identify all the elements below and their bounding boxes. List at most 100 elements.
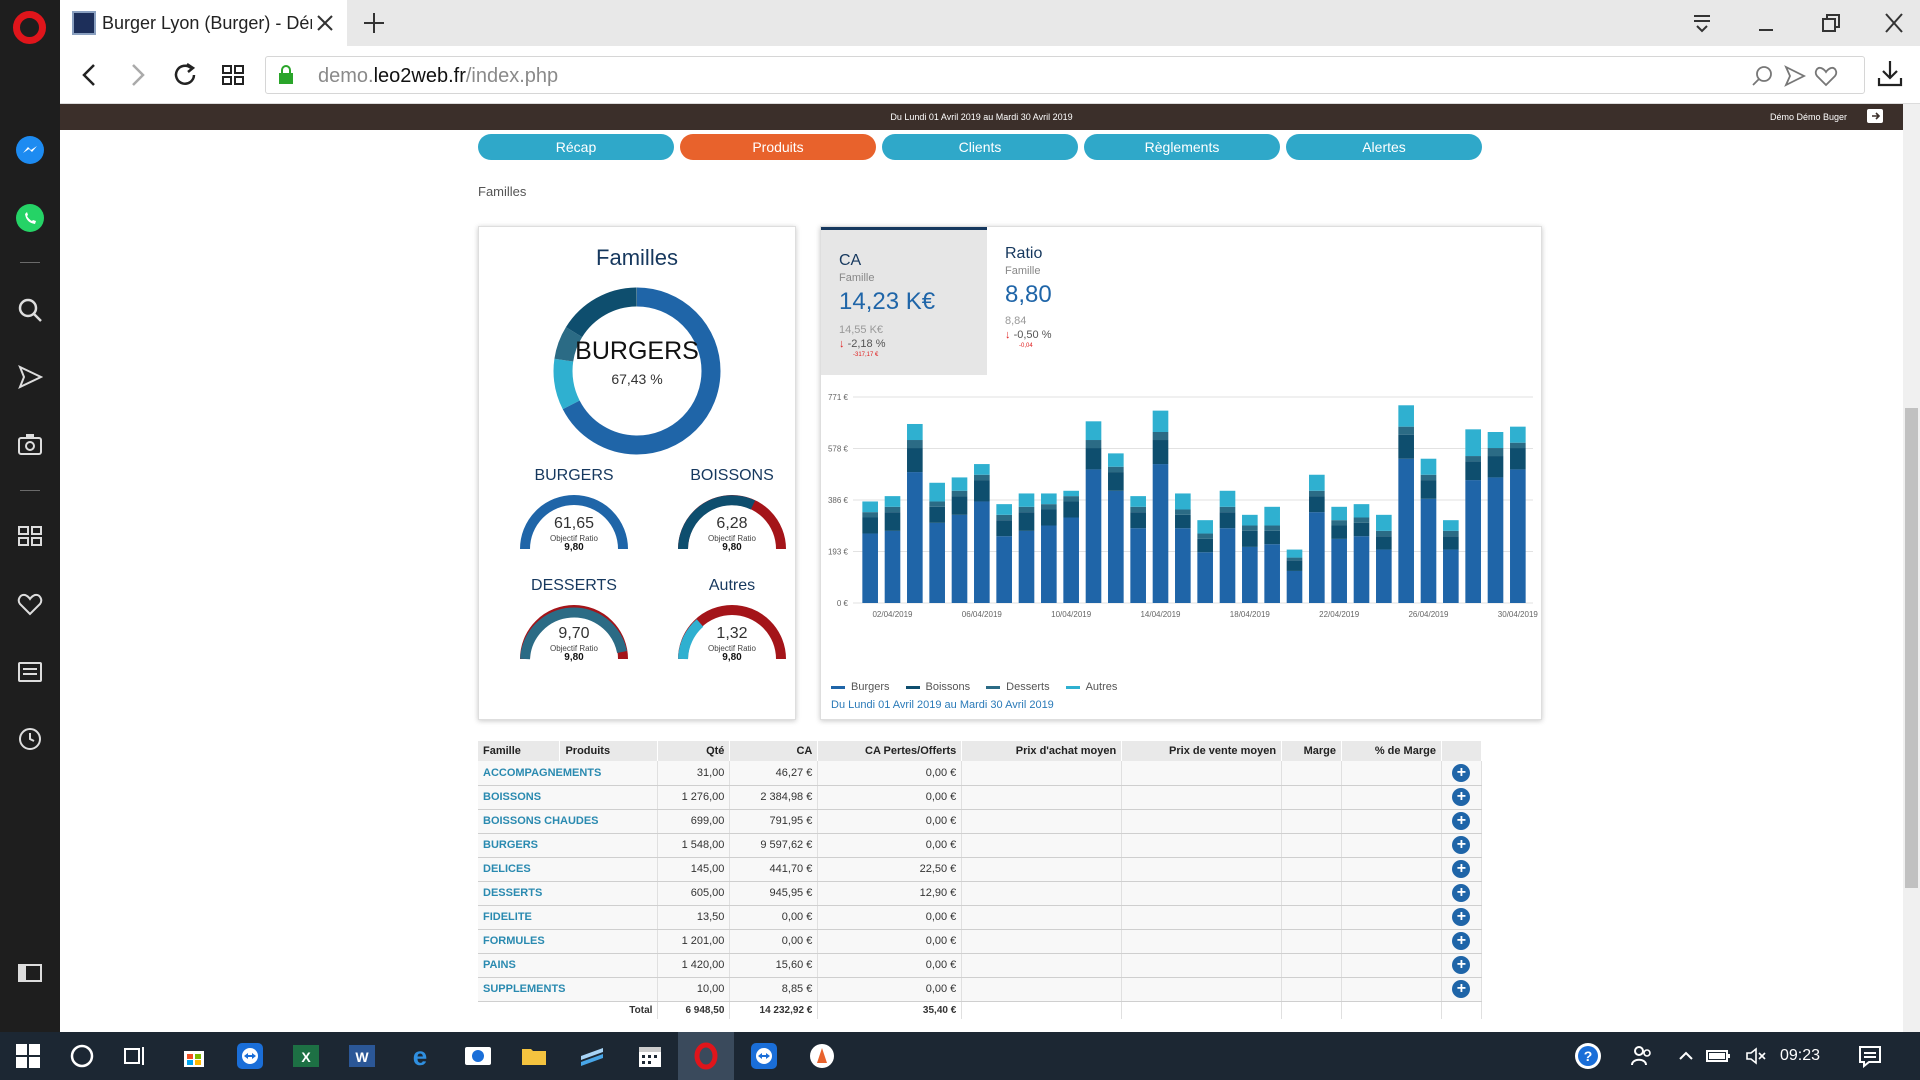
expand-plus-icon[interactable]: + (1452, 860, 1471, 878)
col-prix-achat[interactable]: Prix d'achat moyen (961, 741, 1123, 761)
bar-segment-autres[interactable] (1309, 474, 1325, 491)
bar-segment-autres[interactable] (996, 504, 1012, 515)
bar-segment-burgers[interactable] (884, 530, 901, 603)
bar-segment-burgers[interactable] (974, 501, 990, 603)
bar-segment-burgers[interactable] (1487, 477, 1504, 603)
bar-segment-boissons[interactable] (1286, 560, 1303, 571)
bar-segment-burgers[interactable] (907, 472, 923, 603)
bar-segment-autres[interactable] (974, 464, 990, 475)
table-row[interactable]: SUPPLEMENTS 10,00 8,85 €0,00 € + (478, 977, 1483, 1002)
bar-segment-boissons[interactable] (1242, 530, 1258, 547)
expand-plus-icon[interactable]: + (1452, 908, 1471, 926)
bar-segment-boissons[interactable] (1331, 525, 1347, 539)
network-app-icon[interactable] (576, 1040, 608, 1072)
table-row[interactable]: DESSERTS 605,00 945,95 €12,90 € + (478, 881, 1483, 906)
send-icon[interactable] (14, 361, 46, 393)
bar-segment-autres[interactable] (1242, 514, 1258, 526)
bar-segment-autres[interactable] (1398, 405, 1414, 427)
bar-segment-desserts[interactable] (1398, 426, 1414, 435)
kpi-ca-tab[interactable]: CA Famille 14,23 K€ 14,55 K€ ↓ -2,18 % -… (821, 227, 987, 375)
bar-segment-desserts[interactable] (1376, 530, 1392, 537)
download-icon[interactable] (1875, 58, 1905, 92)
famille-cell[interactable]: BOISSONS (478, 785, 659, 810)
task-view-icon[interactable] (120, 1040, 152, 1072)
bar-segment-burgers[interactable] (1465, 480, 1481, 603)
bar-segment-autres[interactable] (1376, 514, 1392, 531)
bar-segment-burgers[interactable] (1443, 549, 1459, 603)
col-qte[interactable]: Qté (657, 741, 731, 761)
bar-segment-autres[interactable] (929, 482, 945, 502)
table-row[interactable]: BOISSONS CHAUDES 699,00 791,95 €0,00 € + (478, 809, 1483, 834)
expand-plus-icon[interactable]: + (1452, 956, 1471, 974)
familles-donut[interactable]: BURGERS 67,43 % (553, 287, 721, 455)
bar-segment-burgers[interactable] (1398, 458, 1414, 603)
bar-segment-autres[interactable] (1443, 520, 1459, 531)
bar-segment-boissons[interactable] (1443, 536, 1459, 550)
kpi-ratio-tab[interactable]: Ratio Famille 8,80 8,84 ↓ -0,50 % -0,04 (987, 227, 1153, 375)
opera-taskbar-icon[interactable] (690, 1040, 722, 1072)
camera-icon[interactable] (14, 428, 46, 460)
outlook-icon[interactable] (462, 1040, 494, 1072)
gauge-autres[interactable]: Autres 1,32 Objectif Ratio 9,80 (667, 577, 797, 677)
bar-segment-burgers[interactable] (1175, 528, 1191, 603)
bar-segment-burgers[interactable] (1510, 469, 1526, 603)
bar-segment-desserts[interactable] (1510, 442, 1526, 449)
gauge-boissons[interactable]: BOISSONS 6,28 Objectif Ratio 9,80 (667, 467, 797, 567)
bar-segment-autres[interactable] (1108, 453, 1124, 467)
bar-segment-autres[interactable] (907, 423, 923, 441)
bar-segment-burgers[interactable] (1353, 536, 1370, 603)
bar-segment-autres[interactable] (1510, 426, 1526, 443)
speed-dial-icon[interactable] (14, 520, 46, 552)
new-tab-icon[interactable] (360, 9, 388, 37)
expand-plus-icon[interactable]: + (1452, 812, 1471, 830)
news-icon[interactable] (14, 656, 46, 688)
bar-segment-boissons[interactable] (907, 448, 923, 473)
tabs-grid-icon[interactable] (218, 60, 248, 90)
bar-segment-desserts[interactable] (1041, 504, 1057, 510)
bar-segment-autres[interactable] (1175, 493, 1191, 510)
bar-segment-boissons[interactable] (951, 496, 968, 515)
forward-icon[interactable] (122, 60, 152, 90)
expand-plus-icon[interactable]: + (1452, 884, 1471, 902)
expand-plus-icon[interactable]: + (1452, 980, 1471, 998)
bar-segment-desserts[interactable] (1443, 530, 1459, 537)
bar-segment-autres[interactable] (1085, 421, 1102, 441)
bar-segment-boissons[interactable] (1197, 538, 1213, 553)
col-pct-marge[interactable]: % de Marge (1341, 741, 1442, 761)
scrollbar-thumb[interactable] (1905, 408, 1918, 888)
bar-segment-desserts[interactable] (1152, 432, 1169, 441)
bar-segment-autres[interactable] (1465, 429, 1481, 457)
word-icon[interactable]: W (346, 1040, 378, 1072)
bar-segment-burgers[interactable] (1108, 490, 1124, 603)
sidebar-toggle-icon[interactable] (14, 957, 46, 989)
bar-segment-autres[interactable] (1197, 520, 1213, 534)
close-window-icon[interactable] (1880, 10, 1908, 36)
bar-segment-desserts[interactable] (951, 490, 968, 497)
page-scrollbar[interactable] (1903, 104, 1920, 1032)
col-ca-pertes[interactable]: CA Pertes/Offerts (817, 741, 963, 761)
bar-segment-desserts[interactable] (1197, 533, 1213, 539)
bar-segment-desserts[interactable] (1286, 557, 1303, 561)
reload-icon[interactable] (170, 60, 200, 90)
menu-recap[interactable]: Récap (478, 134, 674, 160)
bar-segment-desserts[interactable] (1063, 496, 1079, 502)
bar-segment-autres[interactable] (951, 477, 968, 491)
user-name[interactable]: Démo Démo Buger (1769, 112, 1847, 122)
excel-icon[interactable]: X (290, 1040, 322, 1072)
bar-segment-desserts[interactable] (1242, 525, 1258, 531)
bar-segment-burgers[interactable] (1063, 517, 1079, 603)
menu-produits[interactable]: Produits (680, 134, 876, 160)
bar-segment-desserts[interactable] (907, 440, 923, 449)
table-row[interactable]: ACCOMPAGNEMENTS 31,00 46,27 €0,00 € + (478, 761, 1483, 786)
bar-segment-desserts[interactable] (974, 474, 990, 481)
bar-segment-boissons[interactable] (1264, 530, 1280, 545)
table-row[interactable]: FORMULES 1 201,00 0,00 €0,00 € + (478, 929, 1483, 954)
bar-segment-desserts[interactable] (1108, 466, 1124, 473)
table-row[interactable]: PAINS 1 420,00 15,60 €0,00 € + (478, 953, 1483, 978)
bar-segment-desserts[interactable] (1175, 509, 1191, 515)
famille-cell[interactable]: FIDELITE (478, 905, 659, 930)
bar-segment-burgers[interactable] (1085, 469, 1102, 603)
bar-segment-burgers[interactable] (951, 514, 968, 603)
bar-segment-boissons[interactable] (1130, 512, 1146, 529)
bar-segment-autres[interactable] (1130, 496, 1146, 507)
